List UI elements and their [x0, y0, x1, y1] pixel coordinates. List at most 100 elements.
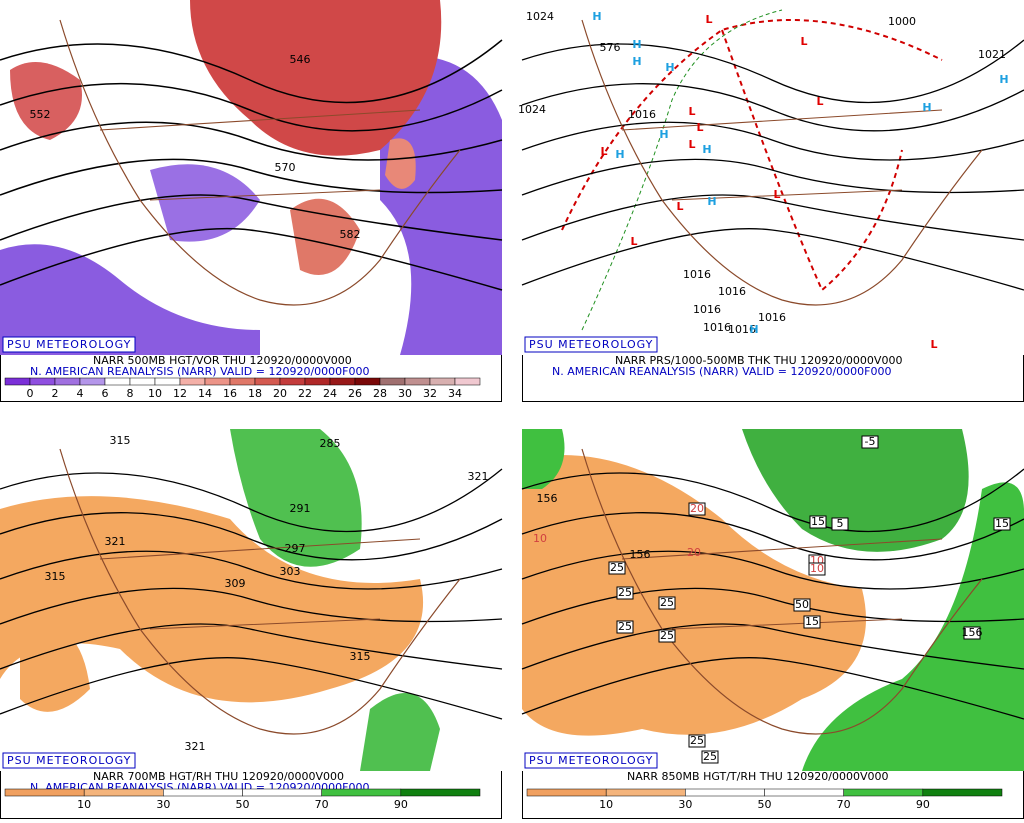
panel: 1024576101610241000102110161016101610161…: [518, 0, 1024, 402]
label-box: [809, 515, 827, 529]
contour: [521, 512, 1024, 561]
colorbar-cell: [404, 377, 431, 386]
colorbar-label: 10: [77, 798, 91, 811]
contour-label: 309: [225, 577, 246, 590]
colorbar-label: 12: [173, 387, 187, 400]
contour-label: 156: [537, 492, 558, 505]
pressure-center: L: [696, 121, 703, 134]
colorbar-cell: [429, 377, 456, 386]
colorbar-cell: [526, 788, 607, 797]
rh-moist: [360, 693, 440, 771]
contour-label: 1016: [758, 311, 786, 324]
colorbar-label: 4: [77, 387, 84, 400]
contour-label: 315: [110, 434, 131, 447]
label-box: [616, 620, 634, 634]
contour: [521, 83, 1024, 132]
contour-label: 15: [995, 517, 1009, 530]
colorbar-cell: [454, 377, 481, 386]
contour-label: 25: [660, 629, 674, 642]
colorbar-cell: [129, 377, 156, 386]
pressure-center: H: [665, 61, 674, 74]
contour-label: 15: [805, 615, 819, 628]
contour-label: 546: [290, 53, 311, 66]
colorbar-cell: [329, 377, 356, 386]
colorbar-cell: [843, 788, 924, 797]
colorbar-cell: [179, 377, 206, 386]
contour: [521, 468, 1024, 533]
contour: [0, 587, 503, 625]
rh-moist: [742, 429, 969, 552]
thk-line: [721, 29, 903, 292]
colorbar-label: 34: [448, 387, 462, 400]
pressure-center: H: [615, 148, 624, 161]
vort-low: [380, 56, 502, 355]
colorbar-cell: [204, 377, 231, 386]
pressure-center: H: [702, 143, 711, 156]
coastline: [59, 448, 461, 735]
thk-line: [581, 9, 783, 331]
colorbar-cell: [379, 377, 406, 386]
contour-label: 25: [618, 586, 632, 599]
colorbar-label: 28: [373, 387, 387, 400]
contour-label: 1016: [703, 321, 731, 334]
border: [621, 109, 943, 201]
colorbar-cell: [279, 377, 306, 386]
pressure-center: L: [800, 35, 807, 48]
contour-label: -5: [865, 435, 876, 448]
colorbar-label: 30: [678, 798, 692, 811]
rh-moist: [802, 482, 1024, 771]
colorbar-label: 26: [348, 387, 362, 400]
colorbar-label: 20: [273, 387, 287, 400]
logo-box: [2, 336, 136, 353]
map-subtitle: N. AMERICAN REANALYSIS (NARR) VALID = 12…: [30, 365, 370, 378]
contour-label: 291: [290, 502, 311, 515]
vort-low: [150, 164, 260, 242]
thk-line: [561, 19, 943, 231]
pressure-center: H: [632, 38, 641, 51]
contour-label: 321: [105, 535, 126, 548]
contour: [0, 227, 503, 291]
colorbar-cell: [104, 377, 131, 386]
colorbar-cell: [154, 377, 181, 386]
contour: [521, 228, 1024, 291]
logo-box: [524, 752, 658, 769]
vort-high: [385, 138, 416, 189]
pressure-center: L: [676, 200, 683, 213]
contour: [521, 587, 1024, 625]
map-title: NARR 700MB HGT/RH THU 120920/0000V000: [93, 770, 344, 783]
pressure-center: L: [688, 138, 695, 151]
contour-label: 20: [687, 546, 701, 559]
map-title: NARR PRS/1000-500MB THK THU 120920/0000V…: [615, 354, 902, 367]
label-box: [993, 517, 1011, 531]
rh-dry: [20, 625, 90, 712]
colorbar-cell: [163, 788, 243, 797]
colorbar-cell: [4, 377, 31, 386]
colorbar-cell: [304, 377, 331, 386]
colorbar-cell: [29, 377, 56, 386]
vort-low: [0, 244, 260, 355]
contour: [0, 468, 503, 533]
colorbar-label: 50: [236, 798, 250, 811]
colorbar-label: 70: [315, 798, 329, 811]
vort-high: [10, 62, 82, 140]
vort-high: [190, 0, 442, 156]
colorbar-label: 22: [298, 387, 312, 400]
pressure-center: L: [816, 95, 823, 108]
contour-label: 1021: [978, 48, 1006, 61]
colorbar-cell: [242, 788, 322, 797]
colorbar-cell: [922, 788, 1003, 797]
panel: 156 10 20 156 25 25 25 25 25 10 15 15 156 25 25 -5 20 15 5…: [521, 429, 1024, 819]
pressure-center: L: [773, 188, 780, 201]
pressure-center: H: [659, 128, 668, 141]
contour: [0, 158, 503, 196]
colorbar-label: 2: [52, 387, 59, 400]
contour-label: 1024: [518, 103, 546, 116]
colorbar-cell: [4, 788, 85, 797]
colorbar-label: 6: [102, 387, 109, 400]
contour: [0, 39, 503, 104]
map-title: NARR 500MB HGT/VOR THU 120920/0000V000: [93, 354, 352, 367]
label-box: [808, 562, 826, 576]
contour-label: 297: [285, 542, 306, 555]
logo: PSU METEOROLOGY: [7, 754, 131, 767]
contour: [0, 623, 503, 670]
